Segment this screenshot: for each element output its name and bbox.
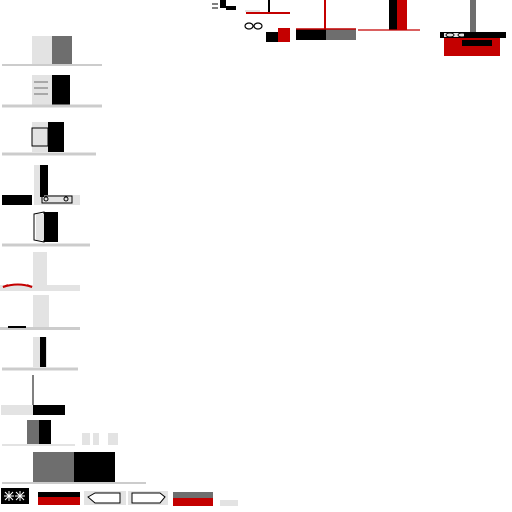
hood-icon-top-5 <box>440 0 506 56</box>
hood-icon-row-7 <box>0 295 80 330</box>
hood-icon-row-4 <box>2 165 80 205</box>
hood-icon-row-8 <box>2 337 78 371</box>
hood-icon-bottom-6 <box>220 500 238 506</box>
hood-icon-bottom-2 <box>38 492 80 505</box>
hood-icon-row-10 <box>2 420 118 446</box>
hood-icon-row-5 <box>2 211 90 247</box>
hood-icon-top-4 <box>358 0 420 31</box>
hood-icon-bottom-1 <box>1 488 29 504</box>
hood-icon-row-3 <box>2 122 96 156</box>
hood-icon-top-2 <box>244 0 290 42</box>
hood-icon-bottom-4 <box>128 491 168 505</box>
hood-icon-top-3 <box>296 0 356 40</box>
hood-icon-bottom-3 <box>84 491 126 505</box>
hood-icon-row-1 <box>2 36 102 66</box>
hood-icon-row-2 <box>2 75 102 108</box>
hood-icon-top-1 <box>212 0 236 10</box>
hood-icon-bottom-5 <box>173 492 213 506</box>
hood-icon-row-6 <box>0 252 80 291</box>
hood-icon-row-11 <box>2 452 146 484</box>
hood-icon-row-9 <box>1 375 65 415</box>
